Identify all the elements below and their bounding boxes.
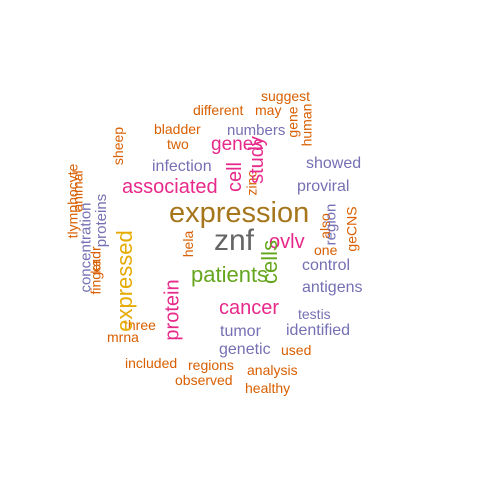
word-expressed: expressed: [111, 230, 137, 332]
word-three: three: [124, 317, 156, 333]
word-gecns: geCNS: [343, 206, 360, 252]
word-protein: protein: [162, 279, 184, 341]
word-human: human: [298, 103, 314, 147]
word-healthy: healthy: [245, 380, 291, 396]
word-genetic: genetic: [219, 341, 271, 358]
word-observed: observed: [175, 372, 233, 388]
word-antigens: antigens: [302, 279, 363, 296]
word-showed: showed: [306, 155, 362, 172]
word-proviral: proviral: [297, 178, 350, 195]
word-one: one: [314, 242, 338, 258]
word-testis: testis: [298, 306, 331, 322]
word-znf: znf: [214, 224, 255, 257]
word-hela: hela: [180, 230, 196, 258]
word-analysis: analysis: [247, 362, 298, 378]
word-two: two: [167, 136, 189, 152]
word-proteins: proteins: [93, 193, 111, 247]
word-region: region: [322, 203, 340, 245]
word-cell: cell: [223, 161, 246, 193]
word-may: may: [255, 102, 282, 118]
word-associated: associated: [122, 176, 218, 198]
word-expression: expression: [169, 197, 310, 229]
word-tumor: tumor: [220, 323, 261, 340]
word-mrna: mrna: [107, 329, 139, 345]
word-cancer: cancer: [219, 297, 280, 319]
word-bladder: bladder: [154, 121, 201, 137]
word-regions: regions: [188, 357, 234, 373]
word-ovlv: ovlv: [269, 231, 305, 253]
word-sheep: sheep: [110, 126, 126, 166]
word-included: included: [125, 355, 178, 371]
word-suggest: suggest: [261, 88, 311, 104]
word-concentration: concentration: [77, 201, 95, 293]
word-control: control: [302, 257, 351, 274]
word-identified: identified: [286, 322, 351, 339]
word-infection: infection: [152, 158, 212, 175]
word-study: study: [246, 136, 268, 184]
word-numbers: numbers: [227, 122, 286, 139]
word-patients: patients: [191, 262, 269, 287]
word-genes: genes: [211, 134, 263, 155]
word-used: used: [281, 342, 312, 358]
word-different: different: [193, 102, 244, 118]
